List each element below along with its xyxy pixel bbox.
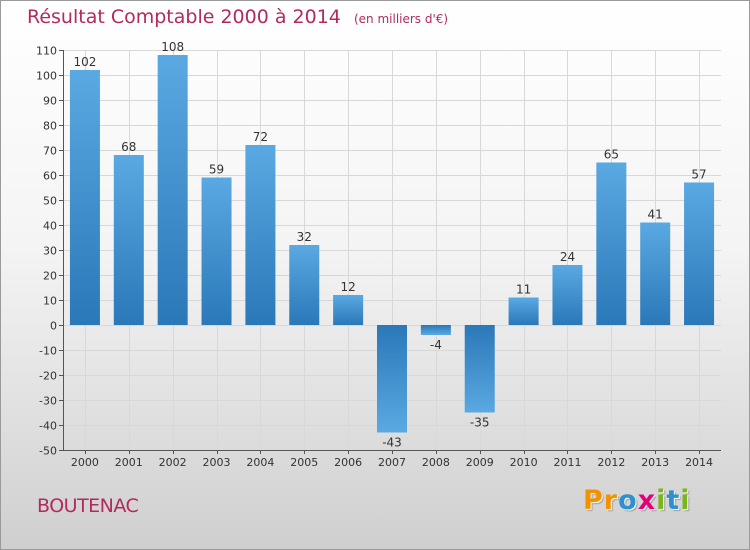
- bar-2005: [289, 245, 320, 325]
- data-label: 65: [604, 148, 619, 162]
- chart-subtitle: (en milliers d'€): [353, 12, 449, 26]
- y-tick-label: 40: [43, 220, 57, 233]
- x-tick-label: 2014: [685, 456, 713, 469]
- x-tick-label: 2006: [334, 456, 362, 469]
- bar-2000: [69, 70, 100, 325]
- x-tick-label: 2001: [115, 456, 143, 469]
- y-tick-label: 50: [43, 195, 57, 208]
- data-label: 24: [560, 250, 575, 264]
- bar-2013: [640, 222, 671, 325]
- y-tick-label: 70: [43, 145, 57, 158]
- proxiti-logo[interactable]: Proxiti: [583, 485, 691, 516]
- y-tick-label: -30: [39, 395, 57, 408]
- x-tick-label: 2007: [378, 456, 406, 469]
- y-tick-label: 20: [43, 270, 57, 283]
- bar-2007: [377, 325, 407, 433]
- bar-2009: [464, 325, 495, 413]
- bar-2012: [596, 162, 627, 325]
- y-tick-label: 110: [36, 45, 57, 58]
- logo-letter: x: [637, 485, 657, 516]
- data-label: 59: [209, 163, 224, 177]
- bar-2006: [333, 295, 364, 325]
- x-tick-label: 2004: [246, 456, 274, 469]
- bar-2008: [420, 325, 451, 335]
- bar-2003: [201, 177, 232, 325]
- y-tick-label: 80: [43, 120, 57, 133]
- data-label: 41: [648, 208, 663, 222]
- y-tick-label: -50: [39, 445, 57, 458]
- title-line: Résultat Comptable 2000 à 2014 (en milli…: [27, 6, 448, 28]
- x-tick-label: 2010: [510, 456, 538, 469]
- data-label: 102: [73, 55, 96, 69]
- data-label: 11: [516, 283, 531, 297]
- y-tick-label: -10: [39, 345, 57, 358]
- logo-letter: i: [680, 485, 691, 516]
- x-tick-label: 2011: [553, 456, 581, 469]
- data-label: 72: [253, 130, 268, 144]
- x-tick-label: 2012: [597, 456, 625, 469]
- y-tick-label: 30: [43, 245, 57, 258]
- logo-letter: r: [603, 485, 619, 516]
- bar-2011: [552, 265, 583, 325]
- logo-letter: P: [583, 485, 604, 516]
- y-tick-label: -40: [39, 420, 57, 433]
- x-tick-label: 2013: [641, 456, 669, 469]
- bar-2002: [157, 55, 188, 325]
- commune-name: BOUTENAC: [37, 495, 139, 517]
- x-tick-label: 2005: [290, 456, 318, 469]
- logo-letter: o: [618, 485, 638, 516]
- x-tick-label: 2009: [466, 456, 494, 469]
- logo-letter: t: [666, 485, 681, 516]
- data-label: 12: [340, 280, 355, 294]
- data-label: -43: [382, 436, 402, 450]
- data-label: 68: [121, 140, 136, 154]
- y-tick-label: 10: [43, 295, 57, 308]
- chart-title: Résultat Comptable 2000 à 2014: [27, 6, 341, 28]
- x-tick-label: 2008: [422, 456, 450, 469]
- data-label: 57: [691, 168, 706, 182]
- bar-2004: [245, 145, 276, 325]
- bar-2001: [113, 155, 144, 325]
- logo-letter: i: [656, 485, 667, 516]
- y-tick-label: 100: [36, 70, 57, 83]
- y-tick-label: 60: [43, 170, 57, 183]
- data-label: 108: [161, 40, 184, 54]
- x-tick-label: 2002: [159, 456, 187, 469]
- bar-2010: [508, 297, 539, 325]
- y-tick-label: -20: [39, 370, 57, 383]
- data-label: -4: [430, 338, 442, 352]
- x-tick-label: 2003: [203, 456, 231, 469]
- y-tick-label: 0: [50, 320, 57, 333]
- data-label: -35: [470, 416, 490, 430]
- data-label: 32: [297, 230, 312, 244]
- bar-2014: [684, 182, 715, 325]
- y-tick-label: 90: [43, 95, 57, 108]
- x-tick-label: 2000: [71, 456, 99, 469]
